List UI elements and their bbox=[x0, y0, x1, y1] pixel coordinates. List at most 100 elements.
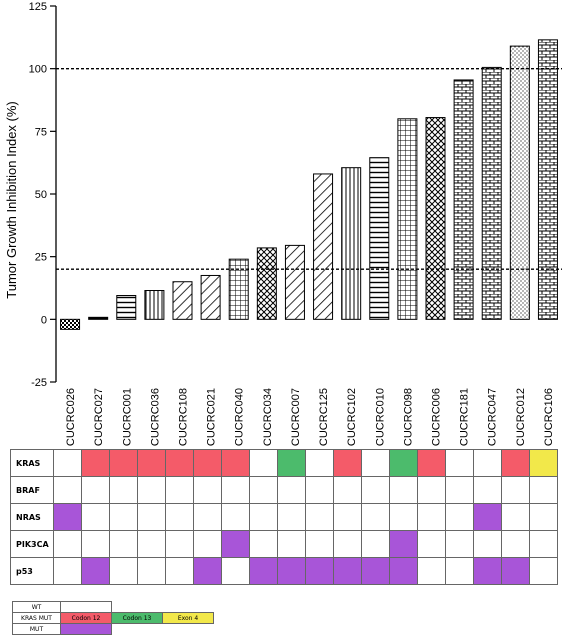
x-tick-label: CUCRC034 bbox=[262, 388, 274, 446]
mutation-cell bbox=[417, 557, 446, 585]
mutation-cell bbox=[165, 503, 194, 531]
x-tick-label: CUCRC027 bbox=[93, 388, 105, 446]
bar bbox=[200, 274, 221, 320]
mutation-cell bbox=[249, 476, 278, 504]
mutation-cell bbox=[361, 449, 390, 477]
mutation-cell bbox=[249, 503, 278, 531]
legend-mut-swatch bbox=[60, 623, 112, 635]
mutation-cell bbox=[193, 476, 222, 504]
mutation-cell bbox=[417, 449, 446, 477]
mutation-row-kras: KRAS bbox=[10, 449, 558, 477]
gene-label: p53 bbox=[10, 557, 54, 585]
gene-label: PIK3CA bbox=[10, 530, 54, 558]
gene-label: BRAF bbox=[10, 476, 54, 504]
mutation-cell bbox=[81, 503, 110, 531]
mutation-cell bbox=[529, 476, 558, 504]
mutation-cell bbox=[165, 476, 194, 504]
mutation-cell bbox=[221, 530, 250, 558]
mutation-cell bbox=[361, 530, 390, 558]
mutation-cell bbox=[501, 557, 530, 585]
bar bbox=[425, 117, 446, 320]
mutation-cell bbox=[473, 476, 502, 504]
x-tick-label: CUCRC098 bbox=[402, 388, 414, 446]
mutation-cell bbox=[529, 530, 558, 558]
mutation-cell bbox=[473, 503, 502, 531]
x-tick-label: CUCRC010 bbox=[374, 388, 386, 446]
mutation-cell bbox=[137, 449, 166, 477]
mutation-cell bbox=[333, 476, 362, 504]
mutation-cell bbox=[333, 557, 362, 585]
mutation-cell bbox=[193, 530, 222, 558]
mutation-cell bbox=[53, 530, 82, 558]
mutation-cell bbox=[81, 530, 110, 558]
mutation-cell bbox=[361, 557, 390, 585]
mutation-cell bbox=[333, 503, 362, 531]
x-tick-label: CUCRC125 bbox=[318, 388, 330, 446]
bar bbox=[397, 118, 418, 320]
mutation-cell bbox=[305, 503, 334, 531]
y-axis-label: Tumor Growth Inhibition Index (%) bbox=[4, 101, 19, 298]
mutation-cell bbox=[249, 557, 278, 585]
legend-codon13: Codon 13 bbox=[111, 612, 163, 624]
bar bbox=[284, 244, 305, 320]
bar bbox=[60, 318, 81, 330]
mutation-cell bbox=[445, 503, 474, 531]
mutation-cell bbox=[417, 476, 446, 504]
bar bbox=[228, 258, 249, 320]
mutation-cell bbox=[109, 449, 138, 477]
y-axis-ticks: -25 0 25 50 75 100 125 bbox=[29, 1, 56, 389]
mutation-cell bbox=[445, 449, 474, 477]
x-tick-label: CUCRC012 bbox=[515, 388, 527, 446]
bar bbox=[453, 79, 474, 320]
mutation-row-braf: BRAF bbox=[10, 476, 558, 504]
mutation-cell bbox=[501, 530, 530, 558]
x-tick-label: CUCRC036 bbox=[149, 388, 161, 446]
mutation-cell bbox=[165, 557, 194, 585]
x-tick-label: CUCRC006 bbox=[431, 388, 443, 446]
mutation-cell bbox=[389, 449, 418, 477]
mutation-cell bbox=[109, 530, 138, 558]
mutation-cell bbox=[277, 476, 306, 504]
mutation-cell bbox=[305, 557, 334, 585]
mutation-cell bbox=[305, 476, 334, 504]
legend-exon4: Exon 4 bbox=[162, 612, 214, 624]
mutation-cell bbox=[53, 476, 82, 504]
bar bbox=[313, 173, 334, 320]
mutation-cell bbox=[249, 449, 278, 477]
y-tick-label: 75 bbox=[35, 126, 47, 138]
x-tick-label: CUCRC007 bbox=[290, 388, 302, 446]
mutation-row-nras: NRAS bbox=[10, 503, 558, 531]
y-tick-label: 0 bbox=[41, 314, 47, 326]
mutation-cell bbox=[305, 530, 334, 558]
mutation-cell bbox=[473, 530, 502, 558]
mutation-cell bbox=[389, 530, 418, 558]
y-tick-label: 50 bbox=[35, 189, 47, 201]
x-tick-label: CUCRC026 bbox=[65, 388, 77, 446]
legend-mut-label: MUT bbox=[12, 623, 61, 635]
mutation-cell bbox=[277, 557, 306, 585]
mutation-cell bbox=[501, 476, 530, 504]
mutation-cell bbox=[193, 503, 222, 531]
y-tick-label: 125 bbox=[29, 1, 47, 13]
mutation-cell bbox=[529, 503, 558, 531]
bars bbox=[60, 39, 558, 330]
bar bbox=[172, 281, 193, 320]
legend-wt-swatch bbox=[60, 601, 112, 613]
mutation-cell bbox=[221, 557, 250, 585]
legend-wt-label: WT bbox=[12, 601, 61, 613]
x-tick-label: CUCRC021 bbox=[206, 388, 218, 446]
bar bbox=[256, 247, 277, 320]
mutation-table: KRAS BRAF NRAS PIK3CA p53 bbox=[10, 449, 558, 585]
mutation-cell bbox=[249, 530, 278, 558]
mutation-cell bbox=[361, 503, 390, 531]
mutation-cell bbox=[277, 503, 306, 531]
mutation-cell bbox=[81, 476, 110, 504]
mutation-cell bbox=[53, 503, 82, 531]
bar bbox=[481, 66, 502, 320]
mutation-cell bbox=[277, 449, 306, 477]
mutation-cell bbox=[501, 503, 530, 531]
y-tick-label: -25 bbox=[31, 377, 47, 389]
legend-codon12: Codon 12 bbox=[60, 612, 112, 624]
mutation-cell bbox=[109, 503, 138, 531]
x-tick-label: CUCRC001 bbox=[121, 388, 133, 446]
